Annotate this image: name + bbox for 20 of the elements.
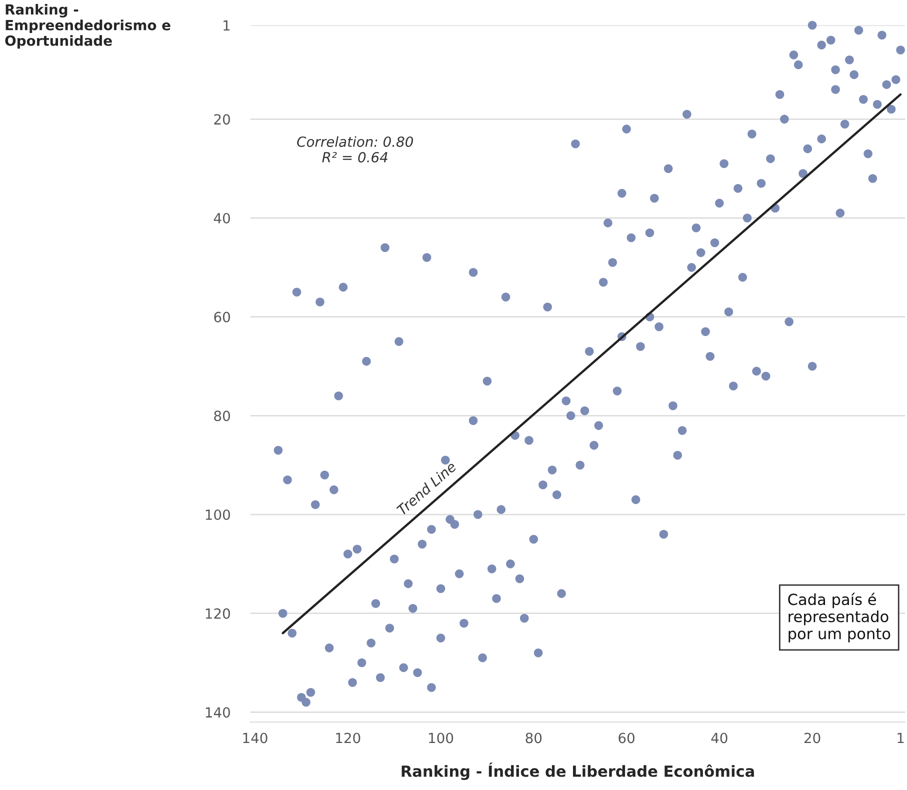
y-tick-label: 100 [206, 509, 230, 520]
annotation: Cada país é representado por um ponto [788, 592, 890, 642]
y-tick-label: 120 [206, 608, 230, 619]
x-tick-label: 140 [243, 732, 268, 744]
y-tick-label: 1 [224, 20, 230, 31]
x-tick-label: 40 [711, 732, 728, 744]
y-tick-label: 80 [214, 410, 230, 422]
annotation: Correlation: 0.80 R² = 0.64 [297, 136, 413, 163]
y-tick-label: 40 [214, 212, 230, 224]
y-tick-label: 60 [214, 312, 230, 322]
x-tick-label: 80 [526, 732, 542, 744]
x-tick-label: 60 [618, 732, 634, 744]
x-tick-label: 20 [804, 732, 820, 744]
y-tick-label: 20 [214, 114, 230, 125]
x-axis-title: Ranking - Índice de Liberdade Econômica [402, 762, 754, 780]
y-axis-title: Ranking - Empreendedorismo e Oportunidade [5, 4, 170, 49]
x-tick-label: 100 [429, 732, 454, 744]
x-tick-label: 1 [898, 732, 904, 744]
x-tick-label: 120 [336, 732, 360, 744]
y-tick-label: 140 [206, 707, 230, 718]
